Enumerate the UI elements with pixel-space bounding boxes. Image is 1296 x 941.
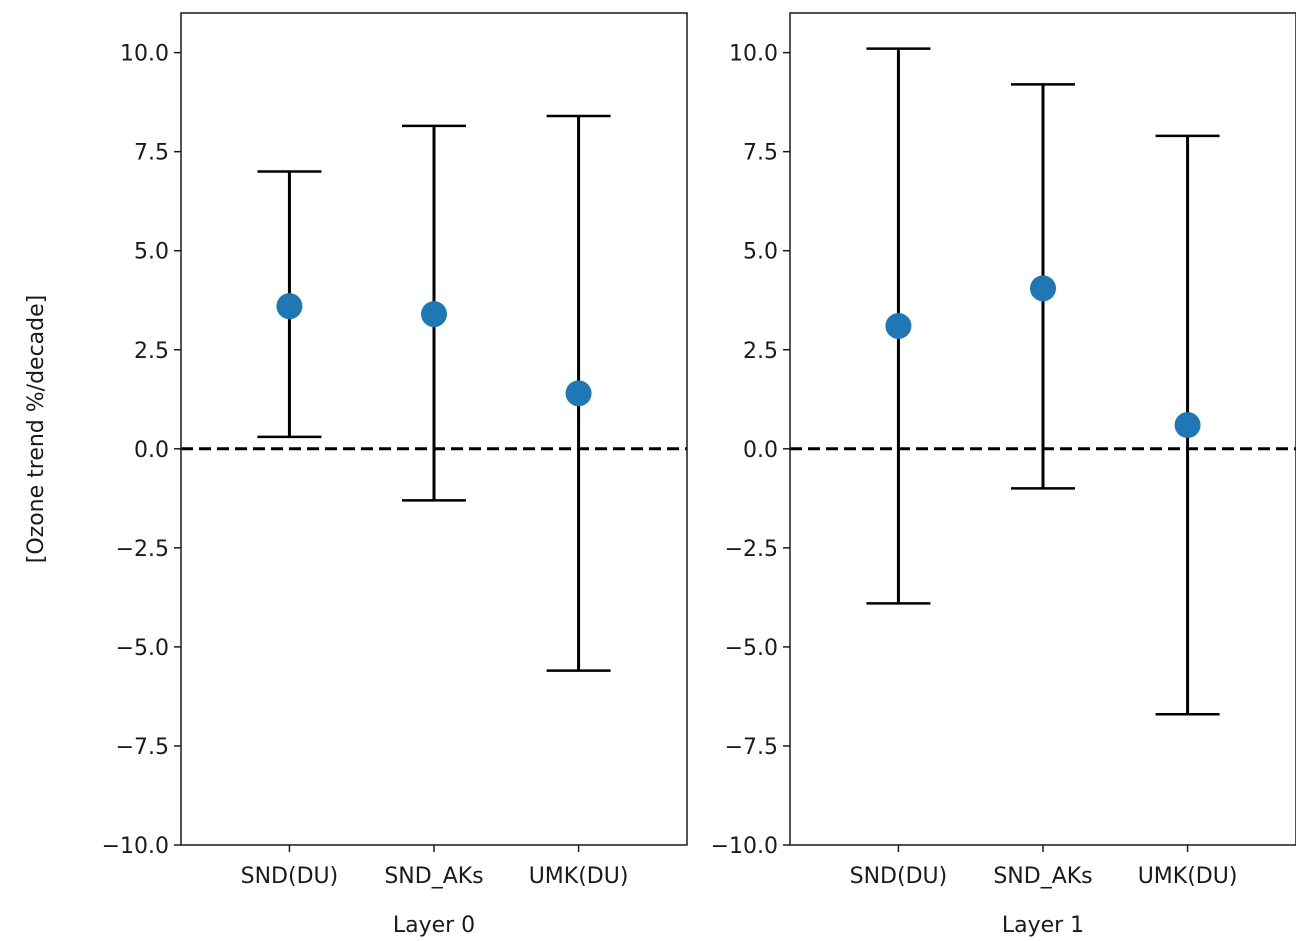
y-tick-label: 10.0 — [120, 42, 169, 67]
x-tick-label: SND(DU) — [241, 864, 339, 889]
y-tick-label: 7.5 — [134, 141, 169, 166]
y-tick-label: 0.0 — [134, 438, 169, 463]
data-point — [421, 301, 447, 328]
y-tick-label: 5.0 — [743, 240, 778, 265]
y-tick-label: −5.0 — [725, 636, 778, 661]
y-axis-label: [Ozone trend %/decade] — [24, 295, 49, 563]
data-point — [276, 293, 303, 320]
y-tick-label: 5.0 — [134, 240, 169, 265]
x-tick-label: UMK(DU) — [529, 864, 629, 889]
x-tick-label: SND_AKs — [993, 864, 1092, 889]
x-tick-label: SND(DU) — [850, 864, 948, 889]
y-tick-label: 10.0 — [729, 42, 778, 67]
y-tick-label: −5.0 — [116, 636, 169, 661]
x-axis-label: Layer 1 — [1002, 913, 1084, 938]
y-tick-label: −10.0 — [711, 834, 778, 859]
subplot-layer-0: 10.0 7.5 5.0 2.5 0.0 −2.5 −5.0 −7.5 −10.0 SND(DU)… — [24, 12, 688, 938]
y-tick-label: −7.5 — [725, 735, 778, 760]
y-tick-label: −2.5 — [725, 537, 778, 562]
x-tick-label: UMK(DU) — [1138, 864, 1238, 889]
axes-frame — [180, 12, 688, 846]
data-point — [1030, 275, 1056, 302]
y-tick-label: 0.0 — [743, 438, 778, 463]
data-point — [565, 380, 592, 407]
x-tick-label: SND_AKs — [384, 864, 483, 889]
y-tick-label: −10.0 — [102, 834, 169, 859]
data-point — [885, 312, 912, 339]
data-point — [1174, 412, 1201, 439]
y-tick-label: 2.5 — [743, 339, 778, 364]
axes-frame — [789, 12, 1296, 846]
y-tick-label: −2.5 — [116, 537, 169, 562]
y-tick-label: −7.5 — [116, 735, 169, 760]
subplot-layer-1: 10.0 7.5 5.0 2.5 0.0 −2.5 −5.0 −7.5 −10.0 SND(DU)… — [711, 12, 1296, 938]
x-axis-label: Layer 0 — [393, 913, 475, 938]
y-tick-label: 7.5 — [743, 141, 778, 166]
y-tick-label: 2.5 — [134, 339, 169, 364]
